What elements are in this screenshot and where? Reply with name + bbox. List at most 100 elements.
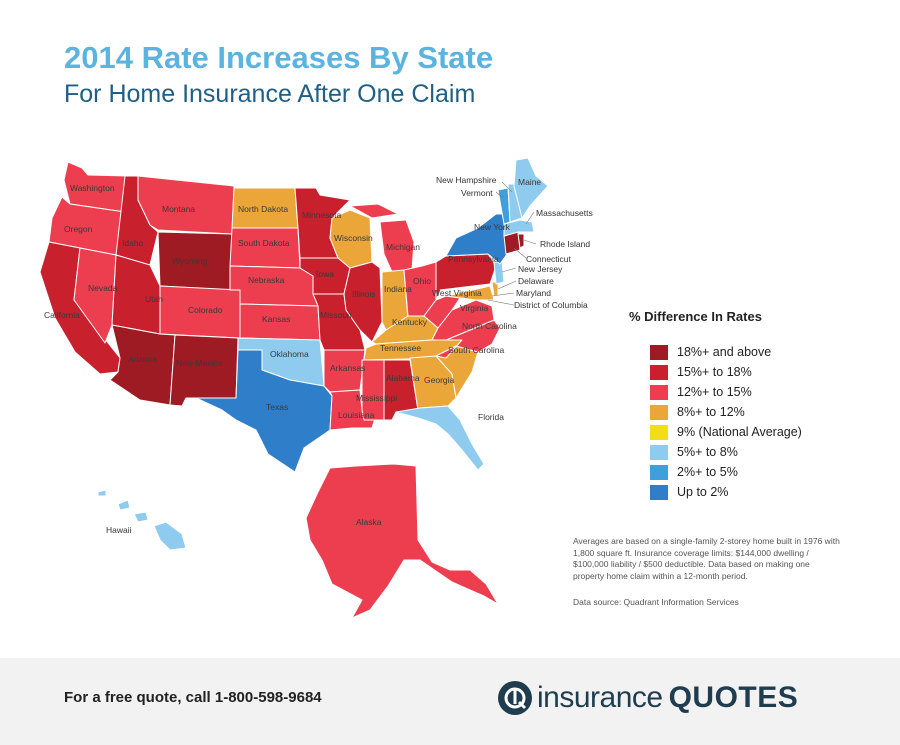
legend-label: 15%+ to 18% <box>677 365 752 379</box>
label-washington: Washington <box>70 183 115 193</box>
logo-text-quotes: QUOTES <box>668 681 799 714</box>
label-minnesota: Minnesota <box>302 210 341 220</box>
methodology-note: Averages are based on a single-family 2-… <box>573 536 840 581</box>
label-north-dakota: North Dakota <box>238 204 288 214</box>
legend-label: 18%+ and above <box>677 345 772 359</box>
state-montana <box>137 175 235 235</box>
state-arizona <box>109 324 176 406</box>
state-mississippi <box>361 359 385 421</box>
state-texas <box>195 349 333 473</box>
label-new-york: New York <box>474 222 511 232</box>
label-illinois: Illinois <box>352 289 376 299</box>
legend: 18%+ and above 15%+ to 18% 12%+ to 15% 8%+ … <box>650 342 802 502</box>
label-maine: Maine <box>518 177 541 187</box>
label-texas: Texas <box>266 402 288 412</box>
label-oklahoma: Oklahoma <box>270 349 309 359</box>
leader-dc <box>487 299 515 306</box>
leader-new-jersey <box>501 267 517 273</box>
logo-icon <box>498 681 532 715</box>
label-massachusetts: Massachusetts <box>536 208 593 218</box>
label-oregon: Oregon <box>64 224 93 234</box>
legend-swatch <box>650 484 668 500</box>
legend-item: 8%+ to 12% <box>650 402 802 422</box>
label-arkansas: Arkansas <box>330 363 365 373</box>
label-florida: Florida <box>478 412 504 422</box>
label-nevada: Nevada <box>88 283 118 293</box>
leader-maryland <box>491 292 515 297</box>
label-delaware: Delaware <box>518 276 554 286</box>
label-south-carolina: South Carolina <box>448 345 505 355</box>
label-west-virginia: West Virginia <box>432 288 482 298</box>
leader-rhode-island <box>523 239 537 245</box>
leader-delaware <box>497 280 517 290</box>
legend-label: 5%+ to 8% <box>677 445 738 459</box>
label-georgia: Georgia <box>424 375 455 385</box>
label-tennessee: Tennessee <box>380 343 421 353</box>
legend-swatch <box>650 344 668 360</box>
label-maryland: Maryland <box>516 288 551 298</box>
label-mississippi: Mississippi <box>356 393 397 403</box>
legend-swatch <box>650 424 668 440</box>
footer: For a free quote, call 1-800-598-9684 in… <box>0 658 900 745</box>
label-missouri: Missouri <box>320 310 352 320</box>
state-alaska <box>305 463 499 619</box>
leader-vermont <box>495 191 504 199</box>
leader-massachusetts <box>525 211 535 225</box>
legend-label: 12%+ to 15% <box>677 385 752 399</box>
label-louisiana: Louisiana <box>338 410 375 420</box>
legend-label: 2%+ to 5% <box>677 465 738 479</box>
state-new-mexico <box>169 334 239 407</box>
label-ohio: Ohio <box>413 276 431 286</box>
page-subtitle: For Home Insurance After One Claim <box>64 80 476 108</box>
legend-item: 18%+ and above <box>650 342 802 362</box>
label-pennsylvania: Pennsylvania <box>448 254 499 264</box>
state-rhode-island <box>517 233 525 249</box>
state-michigan-up <box>349 203 399 219</box>
leader-connecticut <box>513 247 527 259</box>
legend-swatch <box>650 404 668 420</box>
label-wyoming: Wyoming <box>172 256 208 266</box>
state-maine <box>513 157 549 219</box>
label-colorado: Colorado <box>188 305 223 315</box>
insurancequotes-logo: insurance QUOTES <box>497 676 798 720</box>
state-nebraska <box>229 265 319 307</box>
legend-item: Up to 2% <box>650 482 802 502</box>
state-massachusetts <box>503 219 535 237</box>
logo-text-insurance: insurance <box>537 681 663 714</box>
state-hawaii-oahu <box>117 499 131 511</box>
label-rhode-island: Rhode Island <box>540 239 590 249</box>
legend-label: 8%+ to 12% <box>677 405 745 419</box>
legend-swatch <box>650 464 668 480</box>
leader-new-hampshire <box>501 181 513 193</box>
legend-title: % Difference In Rates <box>629 309 762 324</box>
label-north-carolina: North Carolina <box>462 321 517 331</box>
label-indiana: Indiana <box>384 284 412 294</box>
legend-swatch <box>650 444 668 460</box>
state-florida <box>395 405 485 471</box>
label-michigan: Michigan <box>386 242 420 252</box>
state-north-carolina <box>435 319 501 359</box>
label-alaska: Alaska <box>356 517 382 527</box>
label-nebraska: Nebraska <box>248 275 285 285</box>
legend-swatch <box>650 364 668 380</box>
state-south-dakota <box>229 227 301 269</box>
label-kansas: Kansas <box>262 314 290 324</box>
legend-swatch <box>650 384 668 400</box>
label-vermont: Vermont <box>461 188 493 198</box>
label-new-mexico: New Mexico <box>176 358 223 368</box>
legend-label: Up to 2% <box>677 485 729 499</box>
label-utah: Utah <box>145 294 163 304</box>
label-california: California <box>44 310 80 320</box>
legend-item: 2%+ to 5% <box>650 462 802 482</box>
label-arizona: Arizona <box>128 354 157 364</box>
label-alabama: Alabama <box>386 373 420 383</box>
label-hawaii: Hawaii <box>106 525 132 535</box>
label-south-dakota: South Dakota <box>238 238 290 248</box>
label-dc: District of Columbia <box>514 300 588 310</box>
quote-call-to-action: For a free quote, call 1-800-598-9684 <box>64 689 322 706</box>
legend-item: 9% (National Average) <box>650 422 802 442</box>
state-maryland <box>445 285 495 301</box>
state-hawaii <box>153 521 187 551</box>
state-new-jersey <box>493 261 505 285</box>
label-montana: Montana <box>162 204 195 214</box>
